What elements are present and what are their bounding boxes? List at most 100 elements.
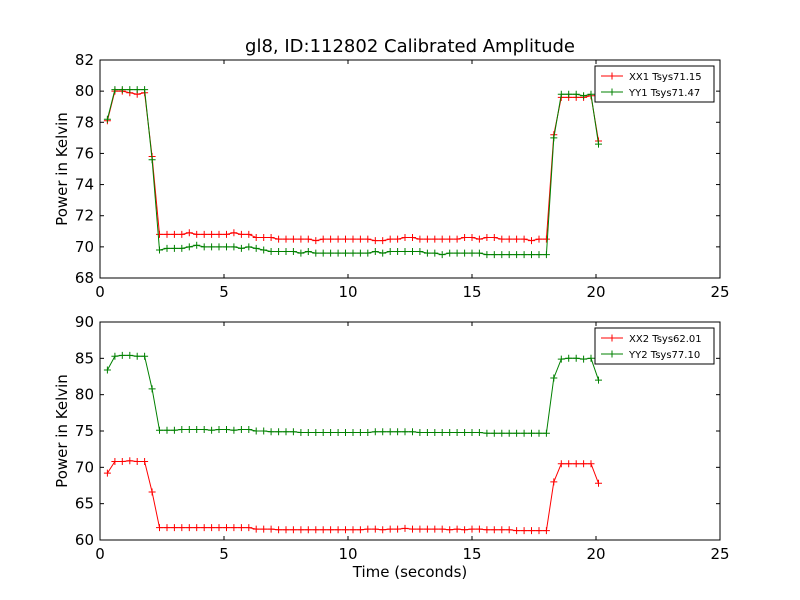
data-point — [282, 526, 290, 534]
y-tick-label: 80 — [75, 82, 94, 100]
series-2 — [103, 86, 602, 259]
data-point — [394, 525, 402, 533]
y-tick-label: 74 — [75, 176, 94, 194]
data-point — [446, 249, 454, 257]
data-point — [297, 526, 305, 534]
data-point — [505, 429, 513, 437]
data-point — [252, 525, 260, 533]
data-point — [416, 525, 424, 533]
data-point — [595, 376, 602, 384]
data-point — [297, 249, 305, 257]
data-point — [304, 248, 312, 255]
data-point — [230, 243, 238, 251]
x-tick-label: 5 — [219, 545, 229, 563]
data-point — [223, 230, 230, 238]
data-point — [163, 426, 171, 434]
data-point — [200, 243, 208, 251]
axes-frame — [99, 59, 721, 279]
data-point — [513, 251, 521, 259]
legend-marker — [608, 334, 616, 342]
data-point — [319, 249, 327, 257]
data-point — [520, 251, 528, 259]
chart-title: gl8, ID:112802 Calibrated Amplitude — [245, 36, 575, 57]
data-point — [490, 526, 498, 534]
data-point — [409, 428, 416, 436]
data-point — [133, 86, 141, 94]
data-point — [297, 235, 305, 243]
data-point — [461, 234, 469, 241]
x-tick-label: 10 — [338, 283, 357, 301]
legend-label: YY1 Tsys71.47 — [628, 88, 700, 99]
data-point — [349, 429, 357, 436]
data-point — [528, 429, 535, 437]
data-point — [520, 527, 528, 535]
data-point — [260, 525, 268, 533]
data-point — [230, 524, 238, 532]
data-point — [178, 426, 186, 433]
data-point — [416, 248, 424, 255]
data-point — [535, 429, 543, 437]
data-point — [178, 244, 186, 252]
data-point — [289, 248, 297, 255]
data-point — [595, 140, 602, 148]
data-point — [215, 426, 223, 433]
data-point — [275, 248, 283, 255]
data-point — [468, 429, 476, 436]
data-point — [185, 243, 193, 251]
data-point — [118, 458, 126, 465]
data-point — [565, 460, 573, 468]
data-point — [371, 237, 379, 245]
data-point — [327, 249, 335, 257]
data-point — [431, 249, 439, 257]
data-point — [103, 469, 111, 477]
data-point — [334, 249, 342, 257]
data-point — [453, 525, 461, 533]
legend-label: XX1 Tsys71.15 — [629, 72, 702, 83]
legend-marker — [608, 88, 616, 96]
data-point — [498, 429, 506, 437]
data-point — [304, 235, 312, 243]
data-point — [505, 235, 513, 243]
y-axis-label: Power in Kelvin — [53, 112, 71, 226]
data-point — [237, 426, 245, 433]
data-point — [208, 230, 216, 238]
data-point — [126, 351, 134, 359]
x-tick-label: 25 — [710, 545, 729, 563]
data-point — [327, 429, 335, 436]
data-point — [103, 115, 111, 123]
data-point — [103, 366, 111, 374]
y-tick-label: 80 — [75, 386, 94, 404]
data-point — [580, 460, 588, 468]
data-point — [223, 426, 230, 433]
y-tick-label: 70 — [75, 458, 94, 476]
legend-box — [594, 327, 715, 365]
data-point — [156, 426, 163, 434]
data-point — [267, 248, 275, 255]
data-point — [252, 244, 260, 252]
data-point — [446, 235, 454, 243]
legend-marker — [608, 350, 616, 358]
data-point — [178, 230, 186, 238]
data-point — [185, 426, 193, 433]
data-point — [237, 244, 245, 252]
data-point — [208, 426, 216, 434]
data-point — [267, 234, 275, 241]
data-point — [297, 429, 305, 436]
data-point — [453, 249, 461, 257]
data-point — [498, 235, 506, 243]
data-point — [193, 241, 201, 249]
data-point — [141, 352, 149, 360]
x-tick-label: 20 — [586, 283, 605, 301]
data-point — [252, 427, 260, 435]
data-point — [580, 92, 588, 100]
data-point — [565, 90, 573, 98]
data-point — [245, 524, 253, 532]
data-point — [423, 249, 431, 257]
data-point — [304, 526, 312, 534]
data-point — [156, 230, 163, 238]
data-point — [557, 90, 565, 98]
x-tick-label: 10 — [338, 545, 357, 563]
data-point — [342, 526, 349, 534]
legend: XX2 Tsys62.01 YY2 Tsys77.10 — [594, 327, 715, 365]
data-point — [557, 460, 565, 468]
